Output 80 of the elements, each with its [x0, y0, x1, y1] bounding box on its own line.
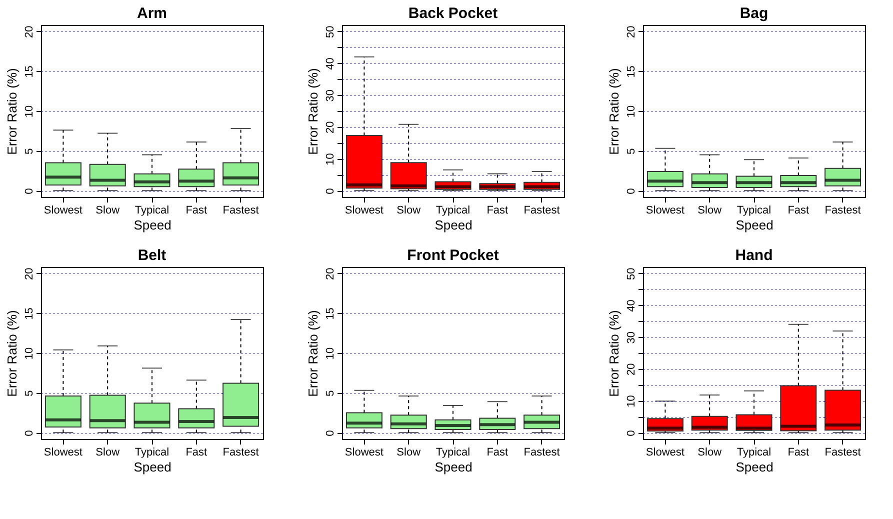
chart-title: Bag	[740, 5, 768, 22]
chart-title: Hand	[735, 247, 773, 264]
y-tick-label: 15	[626, 66, 638, 78]
y-axis-title: Error Ratio (%)	[306, 68, 320, 155]
y-tick-label: 20	[24, 268, 36, 280]
y-tick-label: 30	[324, 89, 336, 102]
x-tick-label: Slowest	[344, 204, 384, 216]
x-tick-label: Fast	[186, 446, 208, 458]
y-tick-label: 5	[24, 148, 36, 154]
x-tick-label: Fastest	[524, 204, 560, 216]
y-tick-label: 10	[24, 105, 36, 118]
y-axis-title: Error Ratio (%)	[306, 310, 320, 397]
y-tick-label: 5	[324, 390, 336, 396]
y-tick-label: 20	[24, 26, 36, 38]
x-axis-title: Speed	[736, 218, 774, 232]
chart-title: Back Pocket	[408, 5, 498, 22]
y-tick-label: 0	[626, 430, 638, 436]
x-tick-label: Slow	[698, 204, 722, 216]
x-tick-label: Fastest	[824, 446, 861, 458]
x-tick-label: Slow	[96, 446, 120, 458]
y-tick-label: 15	[24, 308, 36, 320]
y-tick-label: 10	[324, 347, 336, 360]
x-tick-label: Slow	[698, 446, 722, 458]
y-tick-label: 10	[626, 395, 638, 408]
x-tick-label: Fastest	[222, 204, 259, 216]
x-tick-label: Fastest	[222, 446, 259, 458]
x-tick-label: Slowest	[44, 204, 82, 216]
x-tick-label: Slowest	[646, 446, 684, 458]
x-tick-label: Fast	[486, 446, 508, 458]
y-tick-label: 20	[626, 363, 638, 376]
x-axis-title: Speed	[434, 218, 472, 232]
x-tick-label: Typical	[134, 446, 170, 458]
y-axis-title: Error Ratio (%)	[606, 68, 622, 155]
x-tick-label: Slowest	[44, 446, 82, 458]
x-tick-label: Typical	[436, 204, 470, 216]
y-tick-label: 20	[324, 268, 336, 280]
y-tick-label: 0	[324, 188, 336, 194]
y-tick-label: 40	[324, 58, 336, 70]
y-axis-title: Error Ratio (%)	[606, 310, 622, 397]
y-tick-label: 10	[324, 153, 336, 166]
y-tick-label: 0	[24, 188, 36, 194]
chart-title: Belt	[138, 247, 166, 264]
x-tick-label: Slow	[396, 204, 421, 216]
y-tick-label: 0	[626, 188, 638, 194]
y-tick-label: 15	[24, 66, 36, 78]
y-tick-label: 10	[626, 105, 638, 118]
x-tick-label: Fast	[788, 204, 810, 216]
x-tick-label: Fast	[186, 204, 208, 216]
y-tick-label: 5	[626, 148, 638, 154]
x-axis-title: Speed	[736, 460, 774, 474]
x-tick-label: Fastest	[524, 446, 560, 458]
x-tick-label: Typical	[436, 446, 470, 458]
x-tick-label: Typical	[736, 204, 772, 216]
x-tick-label: Slowest	[344, 446, 384, 458]
x-tick-label: Typical	[736, 446, 772, 458]
x-tick-label: Typical	[134, 204, 170, 216]
y-tick-label: 10	[24, 347, 36, 360]
y-axis-title: Error Ratio (%)	[4, 68, 20, 155]
y-tick-label: 40	[626, 300, 638, 312]
y-axis-title: Error Ratio (%)	[4, 310, 20, 397]
y-tick-label: 5	[24, 390, 36, 396]
x-tick-label: Fastest	[824, 204, 861, 216]
y-tick-label: 0	[324, 430, 336, 436]
y-tick-label: 50	[626, 268, 638, 280]
x-tick-label: Slow	[396, 446, 421, 458]
x-axis-title: Speed	[134, 218, 172, 232]
chart-title: Arm	[136, 5, 168, 22]
x-tick-label: Slow	[96, 204, 120, 216]
y-tick-label: 50	[324, 26, 336, 38]
x-tick-label: Fast	[486, 204, 508, 216]
x-tick-label: Fast	[788, 446, 810, 458]
x-tick-label: Slowest	[646, 204, 684, 216]
x-axis-title: Speed	[134, 460, 172, 474]
x-axis-title: Speed	[434, 460, 472, 474]
y-tick-label: 15	[324, 308, 336, 320]
y-tick-label: 30	[626, 331, 638, 344]
y-tick-label: 20	[324, 121, 336, 134]
y-tick-label: 0	[24, 430, 36, 436]
y-tick-label: 20	[626, 26, 638, 38]
chart-title: Front Pocket	[407, 247, 499, 264]
